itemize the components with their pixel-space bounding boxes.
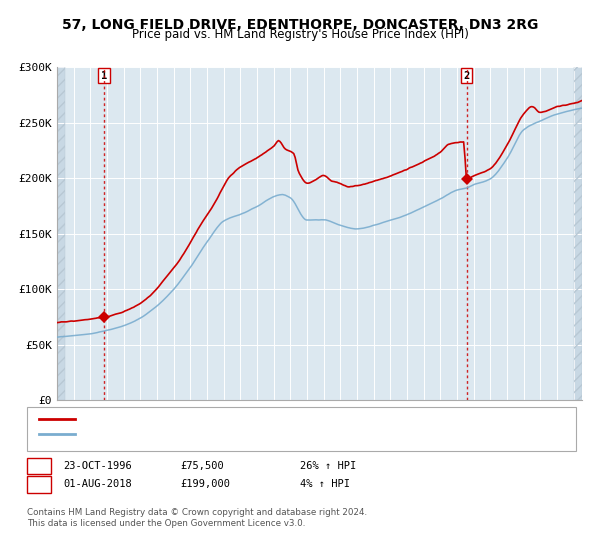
Text: 57, LONG FIELD DRIVE, EDENTHORPE, DONCASTER, DN3 2RG: 57, LONG FIELD DRIVE, EDENTHORPE, DONCAS… [62,18,538,32]
Text: 4% ↑ HPI: 4% ↑ HPI [300,479,350,489]
Text: 2: 2 [36,479,42,489]
Text: 1: 1 [36,461,42,471]
Text: Contains HM Land Registry data © Crown copyright and database right 2024.
This d: Contains HM Land Registry data © Crown c… [27,508,367,528]
Text: £199,000: £199,000 [180,479,230,489]
Text: 01-AUG-2018: 01-AUG-2018 [63,479,132,489]
Text: 57, LONG FIELD DRIVE, EDENTHORPE, DONCASTER, DN3 2RG (detached house): 57, LONG FIELD DRIVE, EDENTHORPE, DONCAS… [81,414,495,424]
Text: Price paid vs. HM Land Registry's House Price Index (HPI): Price paid vs. HM Land Registry's House … [131,28,469,41]
Text: 2: 2 [464,71,470,81]
Text: £75,500: £75,500 [180,461,224,471]
Text: 26% ↑ HPI: 26% ↑ HPI [300,461,356,471]
Text: HPI: Average price, detached house, Doncaster: HPI: Average price, detached house, Donc… [81,429,351,439]
Text: 1: 1 [101,71,107,81]
Text: 23-OCT-1996: 23-OCT-1996 [63,461,132,471]
